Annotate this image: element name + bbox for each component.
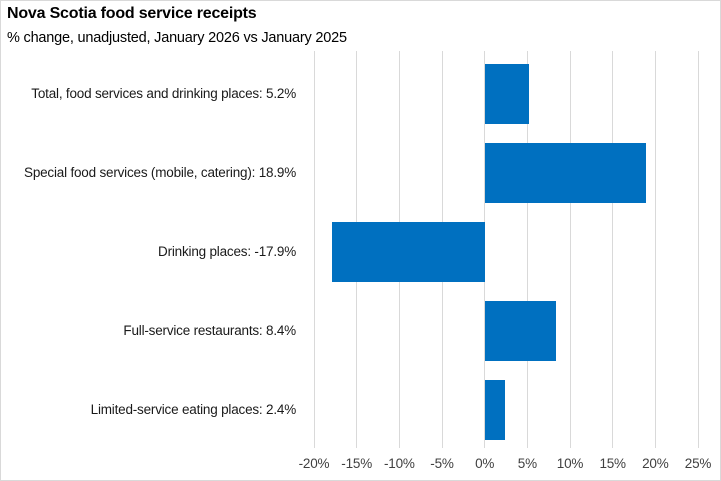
category-label-total-food-services: Total, food services and drinking places… <box>31 85 296 101</box>
x-tick-label-10: 10% <box>556 456 584 471</box>
category-label-special-food-services: Special food services (mobile, catering)… <box>24 164 296 180</box>
x-tick-label-25: 25% <box>684 456 712 471</box>
bar-special-food-services <box>484 142 646 203</box>
bar-full-service-restaurants <box>484 300 557 361</box>
gridline--20 <box>313 51 315 448</box>
gridline-5 <box>526 51 528 448</box>
gridline-0 <box>484 51 486 448</box>
chart-subtitle: % change, unadjusted, January 2026 vs Ja… <box>7 30 347 46</box>
gridline-20 <box>654 51 656 448</box>
category-label-limited-service-eating: Limited-service eating places: 2.4% <box>90 401 297 417</box>
gridline-25 <box>697 51 699 448</box>
x-tick-label--5: -5% <box>430 456 454 471</box>
x-tick-label-5: 5% <box>517 456 537 471</box>
gridline-15 <box>612 51 614 448</box>
bar-drinking-places <box>331 221 485 282</box>
category-label-full-service-restaurants: Full-service restaurants: 8.4% <box>123 322 296 338</box>
x-tick-label--20: -20% <box>298 456 330 471</box>
x-tick-label-20: 20% <box>642 456 669 471</box>
bar-limited-service-eating <box>484 379 506 440</box>
x-tick-label-15: 15% <box>599 456 626 471</box>
x-tick-label--10: -10% <box>383 456 415 471</box>
gridline-10 <box>569 51 571 448</box>
category-label-drinking-places: Drinking places: -17.9% <box>158 243 296 259</box>
x-tick-label--15: -15% <box>341 456 373 471</box>
chart-title: Nova Scotia food service receipts <box>7 5 257 22</box>
x-tick-label-0: 0% <box>475 456 495 471</box>
bar-total-food-services <box>484 63 530 124</box>
